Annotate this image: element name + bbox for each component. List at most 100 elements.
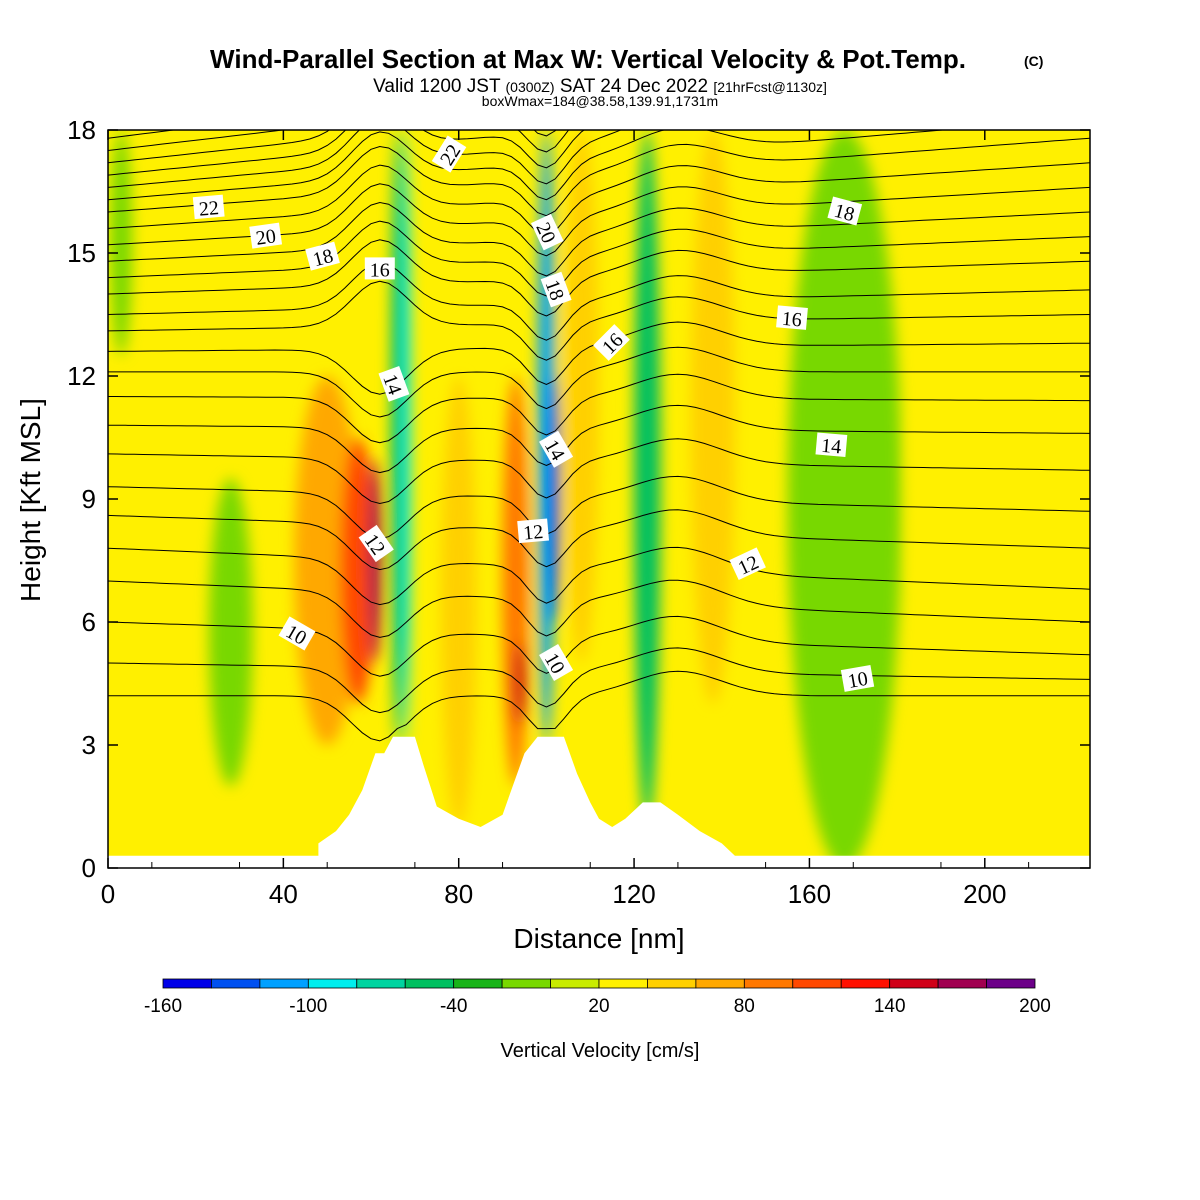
colorbar-swatch-16 [937, 978, 987, 989]
colorbar-tick-label: 200 [1019, 996, 1051, 1017]
x-tick-label: 160 [788, 879, 831, 909]
colorbar [162, 978, 1036, 989]
isentrope-11.5 [108, 509, 1090, 571]
isentrope-contours [108, 130, 1090, 742]
velocity-cell-13 [634, 130, 661, 827]
x-tick-label: 80 [444, 879, 473, 909]
y-tick-label: 9 [82, 484, 96, 514]
plot-area [108, 130, 1090, 868]
velocity-cell-5 [390, 130, 404, 745]
velocity-cell-7 [441, 376, 477, 827]
velocity-cell-1 [208, 478, 253, 786]
colorbar-swatch-3 [307, 978, 358, 989]
isentrope-17 [108, 201, 1090, 277]
isentrope-10 [108, 615, 1090, 677]
y-tick-label: 12 [67, 361, 96, 391]
isentrope-11 [108, 546, 1090, 606]
y-tick-label: 0 [82, 853, 96, 883]
contour-label-8: 14 [378, 366, 410, 402]
isentrope-20.5 [108, 130, 570, 164]
colorbar-tick-label: 80 [734, 996, 755, 1017]
contour-label-text: 20 [255, 225, 278, 250]
velocity-cell-6 [401, 130, 411, 745]
velocity-cell-14 [691, 130, 735, 704]
box-max-info: boxWmax=184@38.58,139.91,1731m [482, 93, 718, 109]
colorbar-swatch-1 [211, 978, 261, 989]
y-tick-label: 3 [82, 730, 96, 760]
colorbar-swatch-5 [404, 978, 455, 989]
forecast-info: [21hrFcst@1130z] [713, 79, 827, 95]
contour-label-text: 16 [781, 308, 803, 332]
valid-date: SAT 24 Dec 2022 [560, 76, 708, 97]
terrain [108, 736, 1090, 868]
colorbar-swatch-12 [743, 978, 794, 989]
velocity-cell-16 [910, 417, 928, 581]
contour-label-0: 22 [192, 194, 225, 221]
isentrope-12.5 [108, 438, 1090, 505]
isentrope-15 [108, 280, 1090, 361]
colorbar-swatch-13 [792, 978, 842, 989]
contour-label-2: 18 [305, 241, 340, 271]
velocity-cell-15 [787, 130, 902, 868]
colorbar-swatch-8 [550, 978, 600, 989]
colorbar-swatch-11 [695, 978, 745, 989]
colorbar-swatch-0 [162, 978, 212, 989]
colorbar-tick-label: 140 [874, 996, 906, 1017]
contour-label-text: 14 [820, 435, 842, 459]
colorbar-label: Vertical Velocity [cm/s] [501, 1040, 700, 1062]
isentrope-20 [108, 130, 586, 176]
valid-time: Valid 1200 JST [373, 76, 501, 97]
colorbar-tick-label: 20 [588, 996, 609, 1017]
colorbar-swatch-2 [259, 978, 309, 989]
contour-label-text: 22 [198, 197, 220, 221]
y-axis-ticks: 0 3 6 9 12 15 18 [67, 115, 1090, 883]
x-tick-label: 0 [101, 879, 115, 909]
isentrope-13.5 [108, 373, 1090, 444]
isentrope-18 [108, 162, 1090, 237]
colorbar-tick-label: -40 [440, 996, 467, 1017]
colorbar-tick-label: -100 [289, 996, 327, 1017]
x-tick-label: 120 [612, 879, 655, 909]
velocity-field [110, 130, 994, 868]
velocity-cell-11 [550, 376, 560, 622]
contour-label-6: 18 [541, 271, 572, 308]
chart-title: Wind-Parallel Section at Max W: Vertical… [210, 44, 966, 74]
isentrope-13 [108, 404, 1090, 474]
colorbar-tick-labels: -160 -100 -40 20 80 140 200 [144, 996, 1051, 1017]
colorbar-swatch-9 [598, 978, 648, 989]
colorbar-swatch-17 [986, 978, 1036, 989]
x-axis-label: Distance [nm] [513, 923, 684, 954]
velocity-cell-2 [294, 376, 361, 745]
colorbar-swatch-6 [453, 978, 503, 989]
isentrope-21 [108, 130, 557, 151]
isentrope-9.5 [108, 647, 1090, 714]
colorbar-swatch-7 [501, 978, 551, 989]
isentrope-12 [108, 475, 1090, 540]
chart-subtitle: Valid 1200 JST (0300Z) SAT 24 Dec 2022 [… [373, 76, 827, 97]
y-axis-label: Height [Kft MSL] [15, 398, 46, 602]
colorbar-swatch-14 [840, 978, 891, 989]
contour-label-text: 16 [370, 259, 390, 281]
y-tick-label: 6 [82, 607, 96, 637]
contour-label-16: 14 [815, 432, 848, 459]
isentrope-16.5 [108, 220, 1090, 297]
colorbar-swatch-10 [647, 978, 697, 989]
y-tick-label: 15 [67, 238, 96, 268]
isentrope-9 [108, 670, 1090, 742]
valid-time-z: (0300Z) [506, 79, 555, 95]
y-tick-label: 18 [67, 115, 96, 145]
contour-label-3: 16 [364, 257, 395, 281]
velocity-cell-3 [340, 437, 376, 704]
isentrope-10.5 [108, 579, 1090, 638]
velocity-cell-8 [502, 376, 529, 786]
contour-label-text: 10 [846, 668, 870, 693]
velocity-cell-17 [976, 458, 994, 581]
x-tick-label: 40 [269, 879, 298, 909]
contour-label-15: 16 [776, 305, 808, 332]
isentrope-19.5 [108, 130, 622, 188]
x-axis-ticks: 0 40 80 120 160 200 [101, 130, 1030, 909]
velocity-cell-12 [563, 130, 599, 663]
isentrope-15.5 [108, 262, 1090, 341]
contour-label-18: 10 [840, 664, 875, 693]
